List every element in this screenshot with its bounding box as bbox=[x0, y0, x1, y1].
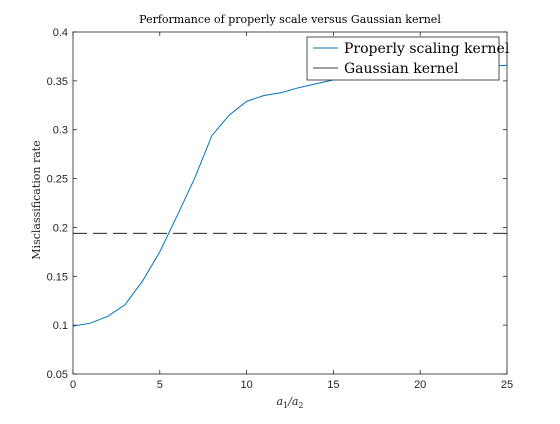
y-tick-label: 0.35 bbox=[47, 76, 68, 88]
x-tick-label: 20 bbox=[414, 379, 426, 391]
y-tick-label: 0.4 bbox=[53, 27, 68, 39]
y-tick-label: 0.15 bbox=[47, 271, 68, 283]
y-tick-label: 0.3 bbox=[53, 125, 68, 137]
ticks: 0 5 10 15 20 25 0.05 0.1 0.15 0.2 0.25 0.3 0.35 0.4 bbox=[47, 27, 514, 391]
chart-title: Performance of properly scale versus Gau… bbox=[139, 13, 441, 26]
x-axis-label: a1/a2 bbox=[276, 395, 303, 410]
x-tick-label: 0 bbox=[70, 379, 76, 391]
legend: Properly scaling kernel Gaussian kernel bbox=[306, 36, 510, 81]
x-tick-label: 10 bbox=[240, 379, 252, 391]
y-tick-label: 0.25 bbox=[47, 174, 68, 186]
y-axis-label: Misclassification rate bbox=[30, 140, 43, 259]
x-axis-label-main: a bbox=[276, 395, 283, 408]
x-tick-label: 5 bbox=[157, 379, 163, 391]
x-axis-label-sep: /a bbox=[287, 395, 298, 408]
x-tick-label: 15 bbox=[327, 379, 339, 391]
x-axis-label-sub2: 2 bbox=[298, 401, 303, 410]
x-tick-label: 25 bbox=[501, 379, 513, 391]
axes-box bbox=[72, 31, 508, 375]
legend-label-properly-scaling: Properly scaling kernel bbox=[344, 41, 510, 57]
y-tick-label: 0.1 bbox=[53, 320, 68, 332]
y-tick-label: 0.05 bbox=[47, 369, 68, 381]
x-axis-label-sub1: 1 bbox=[283, 401, 288, 410]
y-tick-label: 0.2 bbox=[53, 222, 68, 234]
legend-label-gaussian: Gaussian kernel bbox=[344, 61, 459, 77]
legend-box bbox=[306, 36, 500, 81]
